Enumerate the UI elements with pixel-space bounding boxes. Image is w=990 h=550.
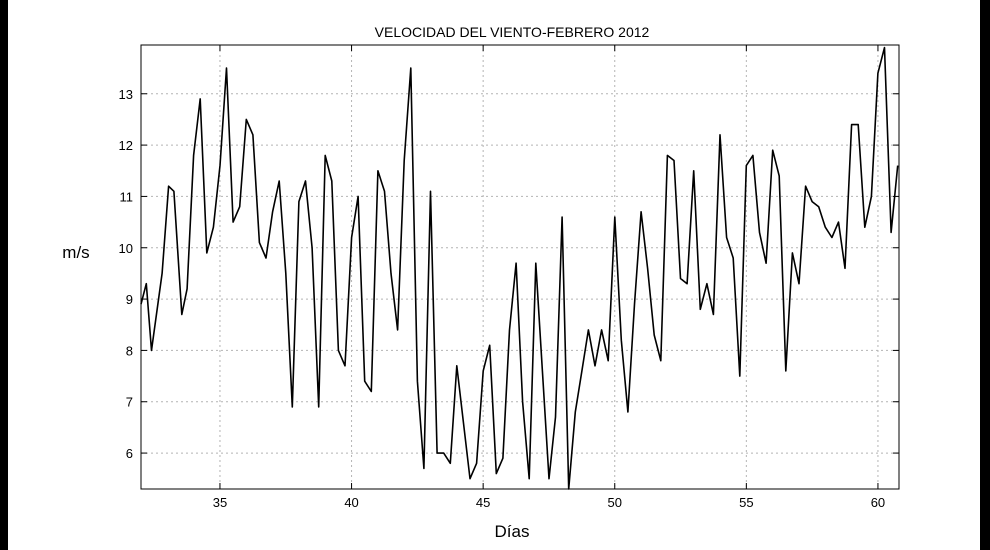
- plot-area: 35 40 45 50 55 60 6 7 8 9 10 11 12 13: [119, 44, 900, 510]
- y-tick-label: 6: [126, 446, 133, 461]
- chart-title: VELOCIDAD DEL VIENTO-FEBRERO 2012: [375, 24, 650, 40]
- x-tick-label: 60: [871, 495, 885, 510]
- x-tick-label: 50: [608, 495, 622, 510]
- x-axis-label: Días: [495, 522, 530, 541]
- y-tick-label: 11: [120, 189, 134, 204]
- left-border: [0, 0, 8, 550]
- y-axis-label: m/s: [62, 243, 89, 262]
- y-tick-label: 7: [126, 395, 133, 410]
- x-tick-label: 35: [213, 495, 227, 510]
- x-tick-label: 40: [344, 495, 358, 510]
- y-tick-label: 12: [119, 138, 133, 153]
- y-tick-label: 10: [119, 241, 133, 256]
- y-tick-label: 8: [126, 343, 133, 358]
- x-tick-label: 45: [476, 495, 490, 510]
- axes-box: [140, 44, 900, 490]
- y-tick-label: 9: [126, 292, 133, 307]
- series-line: [140, 46, 899, 490]
- y-tick-label: 13: [119, 87, 133, 102]
- x-tick-label: 55: [739, 495, 753, 510]
- plot-background: [141, 45, 899, 489]
- right-border: [980, 0, 990, 550]
